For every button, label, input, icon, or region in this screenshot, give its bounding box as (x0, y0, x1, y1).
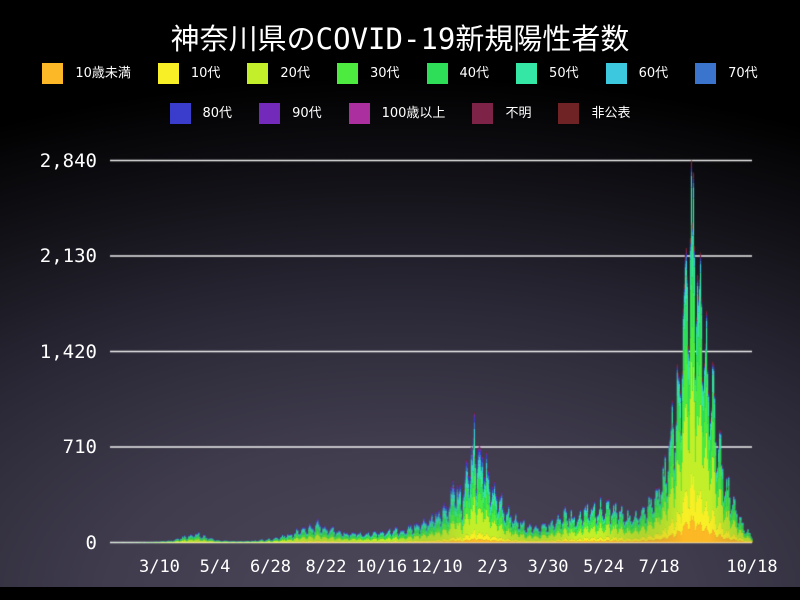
legend-label: 100歳以上 (381, 106, 446, 121)
legend-swatch (516, 63, 538, 84)
legend-swatch (259, 103, 281, 124)
legend-label: 20代 (280, 66, 310, 81)
legend-swatch (558, 103, 580, 124)
legend-swatch (157, 63, 179, 84)
x-tick-label: 5/4 (199, 557, 231, 577)
legend-row-2: 80代 90代 100歳以上 不明 非公表 (0, 103, 800, 124)
x-tick-label: 5/24 (583, 557, 625, 577)
legend-label: 90代 (292, 106, 322, 121)
legend-row-1: 10歳未満 10代 20代 30代 40代 50代 60代 70代 (0, 63, 800, 84)
legend-label: 80代 (202, 106, 233, 121)
x-tick-label: 3/10 (138, 557, 180, 577)
legend-item: 30代 (336, 63, 400, 84)
x-tick-label: 12/10 (411, 557, 463, 577)
legend-swatch (169, 103, 191, 124)
legend-label: 50代 (549, 66, 579, 81)
x-tick-label: 6/28 (250, 557, 291, 577)
legend-item: 70代 (695, 63, 758, 84)
legend-label: 70代 (728, 66, 758, 81)
x-tick-label: 7/18 (638, 557, 680, 577)
legend-swatch (605, 63, 627, 84)
chart-title: 神奈川県のCOVID-19新規陽性者数 (170, 22, 630, 56)
y-tick-label: 2,840 (39, 149, 97, 172)
legend-item: 40代 (426, 63, 490, 84)
legend-label: 10歳未満 (75, 66, 131, 81)
legend-label: 不明 (505, 106, 532, 121)
legend-item: 20代 (247, 63, 310, 84)
legend-item: 80代 (169, 103, 233, 124)
legend-item: 不明 (472, 103, 531, 124)
legend-item: 非公表 (558, 103, 630, 124)
legend-item: 90代 (259, 103, 322, 124)
x-tick-label: 2/3 (477, 557, 508, 577)
legend-swatch (426, 63, 448, 84)
legend-swatch (247, 63, 269, 84)
legend-swatch (472, 103, 494, 124)
legend-item: 10代 (157, 63, 221, 84)
x-tick-label: 8/22 (305, 557, 347, 577)
legend-item: 60代 (605, 63, 669, 84)
legend-label: 60代 (638, 66, 669, 81)
x-tick-label: 10/16 (355, 557, 408, 577)
legend-swatch (695, 63, 717, 84)
x-tick-label: 3/30 (527, 557, 569, 577)
legend-item: 50代 (516, 63, 579, 84)
y-tick-label: 710 (62, 436, 97, 458)
y-tick-label: 2,130 (39, 245, 97, 267)
y-tick-label: 0 (85, 531, 97, 554)
legend-label: 40代 (459, 66, 490, 81)
x-tick-label: 10/18 (726, 557, 778, 577)
legend-swatch (348, 103, 370, 124)
bottom-bar (0, 587, 800, 600)
y-tick-label: 1,420 (39, 340, 97, 363)
legend-swatch (336, 63, 358, 84)
legend-label: 30代 (369, 66, 400, 81)
legend-item: 10歳未満 (42, 63, 131, 84)
legend-label: 非公表 (591, 106, 631, 121)
legend-swatch (42, 63, 64, 84)
legend-item: 100歳以上 (348, 103, 446, 124)
legend-label: 10代 (190, 66, 221, 81)
